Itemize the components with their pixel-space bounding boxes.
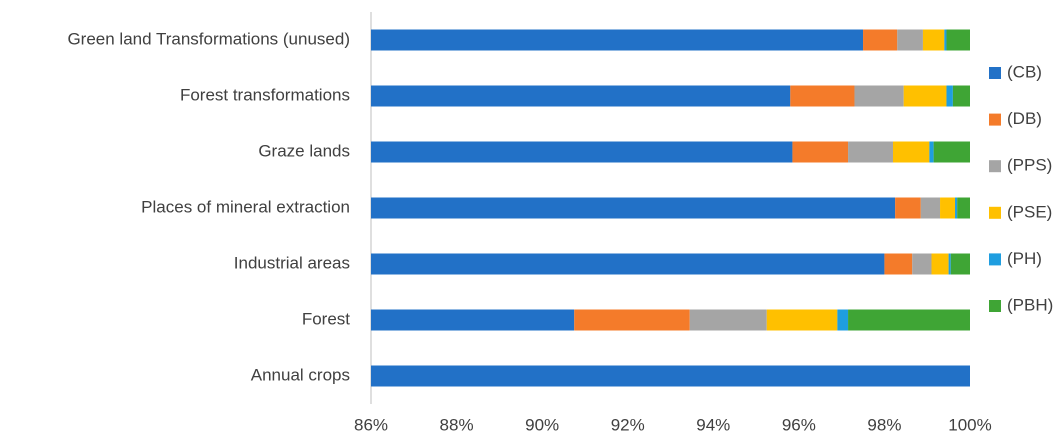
x-tick-label: 98%	[867, 415, 901, 434]
bar-segment	[371, 29, 864, 51]
legend-label: (PSE)	[1007, 202, 1052, 221]
bar-segment	[371, 365, 970, 387]
bar-segment	[944, 29, 947, 51]
legend-swatch	[989, 206, 1001, 219]
y-tick-label: Graze lands	[258, 141, 350, 160]
bar-segment	[892, 141, 930, 163]
legend-swatch	[989, 300, 1001, 312]
x-tick-label: 90%	[525, 415, 559, 434]
bar-segment	[950, 253, 970, 275]
legend-swatch	[989, 113, 1001, 126]
y-tick-label: Forest transformations	[180, 85, 350, 104]
x-tick-label: 86%	[354, 415, 388, 434]
bar-segment	[946, 29, 970, 51]
y-tick-label: Industrial areas	[234, 253, 350, 272]
bar-segment	[903, 85, 947, 107]
legend-swatch	[989, 253, 1001, 266]
bar-segment	[689, 309, 767, 331]
bar-segment	[371, 141, 793, 163]
bar-segment	[922, 29, 945, 51]
bar-segment	[895, 197, 921, 219]
bar-segment	[848, 141, 893, 163]
y-tick-label: Places of mineral extraction	[141, 197, 350, 216]
plot-area	[371, 29, 970, 387]
legend-label: (PH)	[1007, 249, 1042, 268]
x-tick-label: 88%	[440, 415, 474, 434]
bar-segment	[371, 197, 896, 219]
bar-segment	[952, 85, 970, 107]
bar-segment	[955, 197, 958, 219]
bar-segment	[933, 141, 970, 163]
legend-label: (CB)	[1007, 62, 1042, 81]
bar-segment	[371, 253, 885, 275]
bar-segment	[792, 141, 849, 163]
legend-swatch	[989, 160, 1001, 173]
legend-label: (PPS)	[1007, 156, 1052, 175]
bar-segment	[948, 253, 951, 275]
legend-swatch	[989, 67, 1001, 79]
bar-segment	[863, 29, 898, 51]
x-tick-label: 92%	[611, 415, 645, 434]
bar-segment	[940, 197, 956, 219]
bar-segment	[884, 253, 913, 275]
y-tick-label: Green land Transformations (unused)	[67, 29, 350, 48]
bar-segment	[790, 85, 855, 107]
bar-segment	[897, 29, 923, 51]
bar-segment	[574, 309, 690, 331]
x-tick-label: 94%	[696, 415, 730, 434]
bar-segment	[837, 309, 849, 331]
y-tick-label: Forest	[302, 309, 350, 328]
bar-segment	[931, 253, 949, 275]
bar-segment	[957, 197, 970, 219]
bar-segment	[946, 85, 953, 107]
y-tick-label: Annual crops	[251, 365, 350, 384]
bar-segment	[766, 309, 838, 331]
bar-segment	[371, 309, 575, 331]
bar-segment	[920, 197, 941, 219]
bar-segment	[929, 141, 934, 163]
legend-label: (PBH)	[1007, 295, 1053, 314]
legend-label: (DB)	[1007, 109, 1042, 128]
bar-segment	[854, 85, 904, 107]
x-tick-label: 96%	[782, 415, 816, 434]
bar-segment	[912, 253, 932, 275]
bar-segment	[371, 85, 791, 107]
bar-segment	[848, 309, 970, 331]
x-tick-label: 100%	[948, 415, 991, 434]
